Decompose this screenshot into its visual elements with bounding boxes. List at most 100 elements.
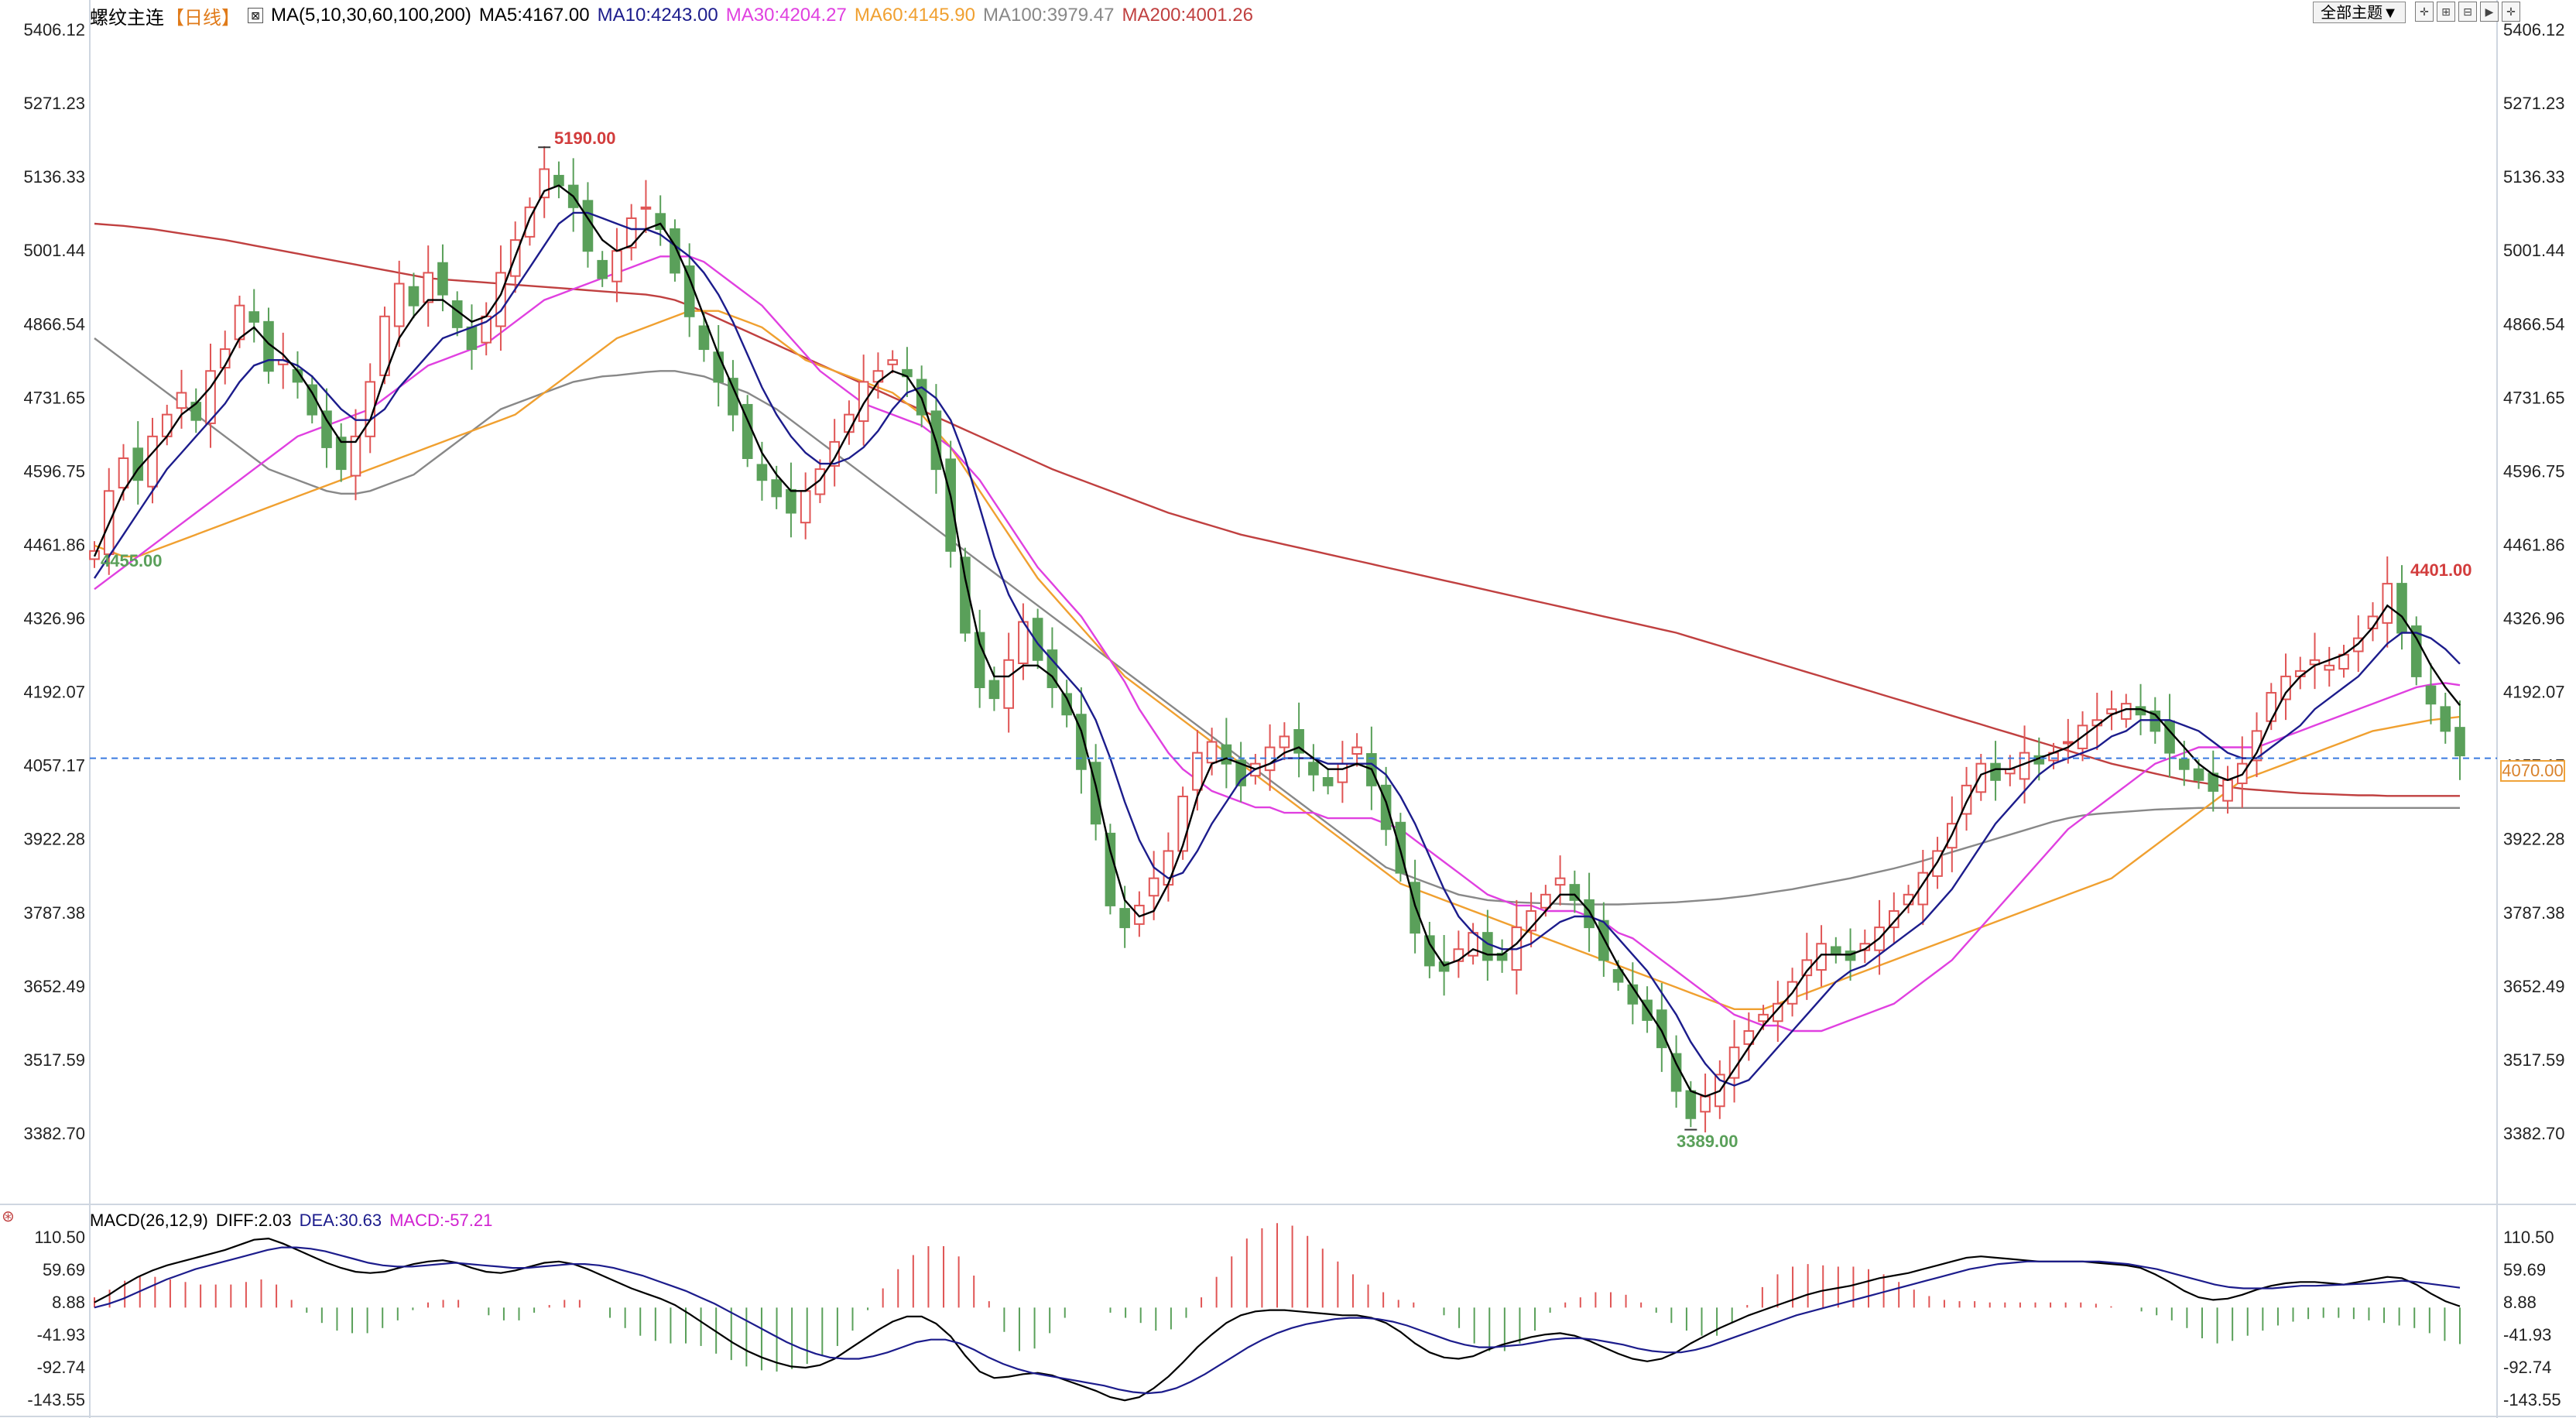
price-tick-left-14: 3517.59 (23, 1050, 85, 1070)
candle-body (2382, 583, 2393, 624)
candle-body (1584, 899, 1595, 929)
price-tick-right-9: 4192.07 (2503, 683, 2565, 702)
candle-body (335, 437, 347, 471)
macd-tick-left-3: -41.93 (37, 1325, 85, 1344)
price-tick-right-5: 4731.65 (2503, 388, 2565, 407)
candle-body (248, 311, 260, 323)
candle-body (1076, 714, 1087, 770)
zoom-out-icon[interactable]: ⊟ (2458, 2, 2477, 22)
candle-body (1046, 649, 1058, 689)
candle-body (1598, 920, 1609, 961)
price-tick-left-6: 4596.75 (23, 461, 85, 481)
candle-body (147, 435, 158, 488)
expand-icon[interactable]: ✛ (2502, 2, 2520, 22)
candle-body (611, 250, 622, 283)
price-tick-right-2: 5136.33 (2503, 167, 2565, 187)
candle-body (2396, 583, 2407, 634)
price-tick-left-1: 5271.23 (23, 94, 85, 113)
candle-body (1293, 728, 1304, 754)
price-tick-left-2: 5136.33 (23, 167, 85, 187)
candle-body (2106, 708, 2117, 714)
candle-body (2266, 692, 2277, 722)
candle-body (771, 479, 782, 498)
symbol-name: 螺纹主连 (90, 7, 164, 29)
candle-body (1612, 969, 1624, 983)
candle-body (1961, 784, 1972, 815)
theme-dropdown-button[interactable]: 全部主题▼ (2313, 2, 2406, 23)
price-tick-right-7: 4461.86 (2503, 535, 2565, 554)
ma30-line (94, 255, 2461, 1033)
price-tick-right-11: 3922.28 (2503, 830, 2565, 849)
price-tick-right-4: 4866.54 (2503, 314, 2565, 334)
period-label[interactable]: 【日线】 (166, 7, 240, 29)
candle-body (1816, 943, 1827, 971)
dea-value: DEA:30.63 (299, 1211, 382, 1230)
ma-params: MA(5,10,30,60,100,200) (271, 5, 471, 26)
ma10-line (93, 211, 2461, 1087)
ma100-line (94, 337, 2460, 906)
candle-body (2410, 625, 2422, 677)
candle-body (2062, 741, 2074, 745)
price-tick-left-11: 3922.28 (23, 830, 85, 849)
ma30-value: MA30:4204.27 (725, 5, 847, 26)
ma200-line (94, 222, 2460, 797)
main-chart-header: 螺纹主连 【日线】 ⊠ MA(5,10,30,60,100,200) MA5:4… (90, 3, 1253, 29)
candle-body (1801, 959, 1813, 977)
candle-body (2120, 703, 2132, 720)
candle-body (1438, 961, 1450, 972)
candle-body (1888, 909, 1899, 929)
ma200-path (94, 222, 2460, 797)
price-tick-right-12: 3787.38 (2503, 903, 2565, 923)
candle-body (2251, 730, 2263, 762)
price-tick-right-14: 3517.59 (2503, 1050, 2565, 1070)
candle-body (2150, 711, 2161, 732)
candle-body (625, 217, 637, 248)
candle-body (2222, 779, 2233, 802)
price-axes: 5406.12 5406.12 5271.23 5271.23 5136.33 5136.… (23, 20, 2564, 1409)
macd-tick-left-4: -92.74 (37, 1358, 85, 1377)
candle-body (1424, 935, 1435, 967)
candle-body (683, 265, 695, 317)
price-tick-left-9: 4192.07 (23, 683, 85, 702)
macd-tick-right-0: 110.50 (2503, 1228, 2554, 1247)
ma5-value: MA5:4167.00 (478, 5, 590, 26)
candle-body (1569, 884, 1581, 901)
ma10-path (93, 211, 2461, 1087)
zoom-in-icon[interactable]: ⊞ (2437, 2, 2455, 22)
candle-body (350, 435, 361, 477)
candle-body (1670, 1053, 1682, 1092)
ma100-value: MA100:3979.47 (983, 5, 1115, 26)
scroll-right-icon[interactable]: ▶ (2480, 2, 2499, 22)
candle-body (1308, 762, 1319, 776)
candle-body (1990, 762, 2001, 781)
candle-body (205, 370, 216, 424)
ma60-path (94, 310, 2461, 1011)
candle-body (1177, 795, 1188, 852)
price-tick-left-15: 3382.70 (23, 1124, 85, 1143)
candle-body (1482, 932, 1493, 961)
candle-body (887, 359, 898, 365)
candle-body (1743, 1030, 1755, 1045)
candle-body (176, 392, 187, 409)
ma10-value: MA10:4243.00 (597, 5, 718, 26)
candle-body (437, 262, 448, 296)
candle-body (1206, 741, 1218, 764)
candle-body (1831, 946, 1841, 956)
candle-body (1540, 893, 1551, 909)
ma5-line (93, 184, 2461, 1098)
macd-tick-left-1: 59.69 (43, 1260, 85, 1279)
price-tick-left-5: 4731.65 (23, 388, 85, 407)
candle-body (321, 410, 332, 448)
candle-body (800, 490, 811, 524)
macd-settings-icon[interactable]: ⊛ (2, 1208, 15, 1225)
candle-body (1554, 877, 1566, 886)
candle-body (118, 457, 129, 489)
macd-tick-right-1: 59.69 (2503, 1260, 2546, 1279)
candle-body (553, 174, 564, 187)
crosshair-icon[interactable]: ✛ (2415, 2, 2434, 22)
ma-toggle-icon[interactable]: ⊠ (248, 8, 263, 23)
candle-body (1453, 948, 1464, 962)
candle-body (1235, 759, 1246, 786)
candle-body (756, 464, 768, 481)
